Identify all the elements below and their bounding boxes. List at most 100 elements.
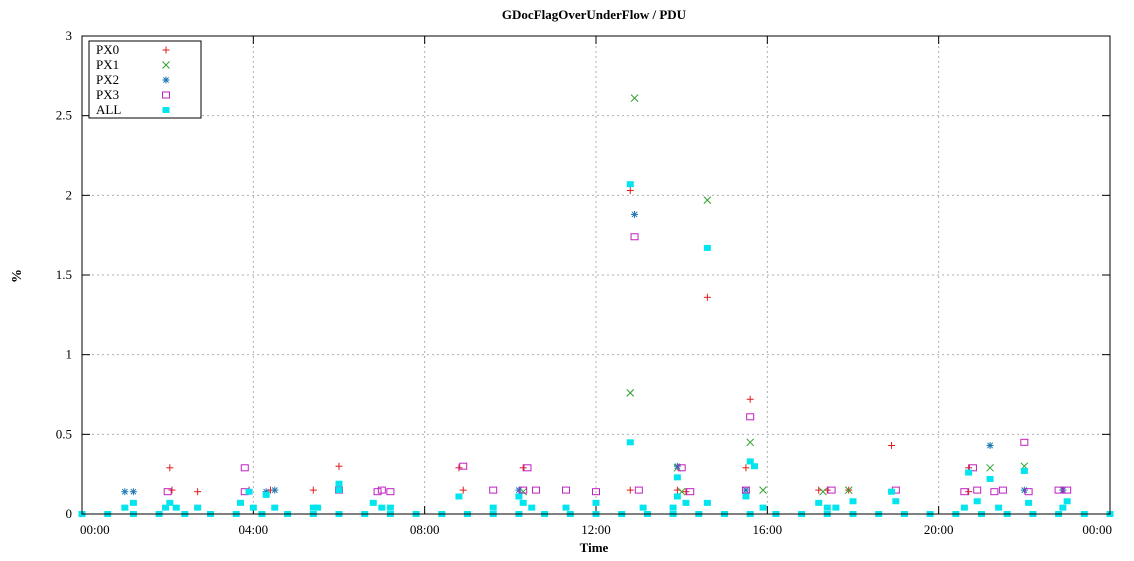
x-tick-label: 00:00 [1082, 522, 1112, 537]
point-all [166, 499, 174, 506]
point-px0 [742, 464, 750, 472]
point-px1 [626, 389, 635, 397]
point-all [995, 504, 1003, 511]
point-all [1020, 467, 1028, 474]
point-px2 [515, 486, 523, 494]
legend-label: PX0 [96, 42, 119, 57]
series-px0 [166, 187, 1067, 496]
point-px3 [968, 464, 977, 472]
point-px3 [373, 488, 382, 496]
point-px3 [677, 464, 686, 472]
point-all [1063, 498, 1071, 505]
point-all [562, 504, 570, 511]
point-px2 [1020, 486, 1028, 494]
y-tick-label: 2.5 [56, 108, 72, 123]
point-px3 [459, 462, 468, 470]
point-px2 [1059, 486, 1067, 494]
point-px2 [129, 488, 137, 496]
series-px2 [121, 210, 1067, 496]
point-px0 [746, 395, 754, 403]
point-px1 [759, 486, 767, 494]
legend-label: PX2 [96, 72, 119, 87]
point-all [823, 504, 831, 511]
point-px0 [682, 488, 690, 496]
point-all [262, 491, 270, 498]
point-px3 [1020, 438, 1029, 446]
point-all [369, 499, 377, 506]
point-all [528, 504, 536, 511]
point-all [639, 504, 647, 511]
point-all [960, 504, 968, 511]
x-tick-label: 12:00 [581, 522, 611, 537]
point-all [832, 504, 840, 511]
point-px3 [240, 464, 249, 472]
axis-ticks: 0 0.5 1 1.5 2 2.5 3 00:00 04:00 08:00 12:00 16:00 20… [56, 28, 1112, 537]
point-all [314, 504, 322, 511]
legend-marker-px1 [162, 61, 170, 69]
x-tick-label: 16:00 [753, 522, 783, 537]
point-px0 [168, 486, 176, 494]
legend-label: PX3 [96, 87, 119, 102]
point-px0 [519, 464, 527, 472]
point-all [673, 474, 681, 481]
legend-marker-px2 [162, 76, 170, 84]
point-px0 [455, 464, 463, 472]
point-all [759, 504, 767, 511]
point-all [489, 504, 497, 511]
point-px2 [742, 486, 750, 494]
point-px0 [965, 488, 973, 496]
point-all [1025, 499, 1033, 506]
series-px1 [519, 94, 1029, 496]
point-all [746, 458, 754, 465]
point-px3 [386, 488, 395, 496]
point-all [271, 504, 279, 511]
x-tick-label: 20:00 [924, 522, 954, 537]
point-px2 [121, 488, 129, 496]
point-px3 [163, 488, 172, 496]
x-axis-label: Time [580, 540, 609, 555]
point-px0 [459, 486, 467, 494]
point-all [236, 499, 244, 506]
legend-label: ALL [96, 102, 121, 117]
point-all [121, 504, 129, 511]
legend-marker-px3 [162, 91, 170, 99]
y-tick-label: 1 [66, 347, 73, 362]
point-px3 [741, 486, 750, 494]
point-all [249, 504, 257, 511]
point-all [515, 493, 523, 500]
point-px3 [532, 486, 541, 494]
point-all [194, 504, 202, 511]
y-tick-label: 2 [66, 187, 73, 202]
point-all [378, 504, 386, 511]
x-tick-label: 00:00 [80, 522, 110, 537]
point-px0 [888, 441, 896, 449]
point-px3 [519, 486, 528, 494]
point-px3 [686, 488, 695, 496]
point-px0 [166, 464, 174, 472]
point-all [682, 499, 690, 506]
point-px3 [523, 464, 532, 472]
point-px3 [1063, 486, 1072, 494]
point-all [245, 488, 253, 495]
y-tick-label: 3 [66, 28, 73, 43]
point-all [309, 504, 317, 511]
chart-title: GDocFlagOverUnderFlow / PDU [502, 7, 687, 22]
point-px3 [489, 486, 498, 494]
point-px2 [271, 486, 279, 494]
grid [82, 36, 1110, 514]
point-px1 [844, 486, 853, 494]
point-all [849, 498, 857, 505]
point-all [703, 244, 711, 251]
point-all [172, 504, 180, 511]
point-px3 [634, 486, 643, 494]
point-all [626, 181, 634, 188]
point-px2 [631, 210, 639, 218]
plot-frame [81, 35, 1111, 515]
point-all [455, 493, 463, 500]
point-px3 [592, 488, 600, 496]
point-all [986, 475, 994, 482]
point-px0 [309, 486, 317, 494]
point-px3 [998, 486, 1007, 494]
point-px3 [1054, 486, 1063, 494]
point-px3 [960, 488, 969, 496]
